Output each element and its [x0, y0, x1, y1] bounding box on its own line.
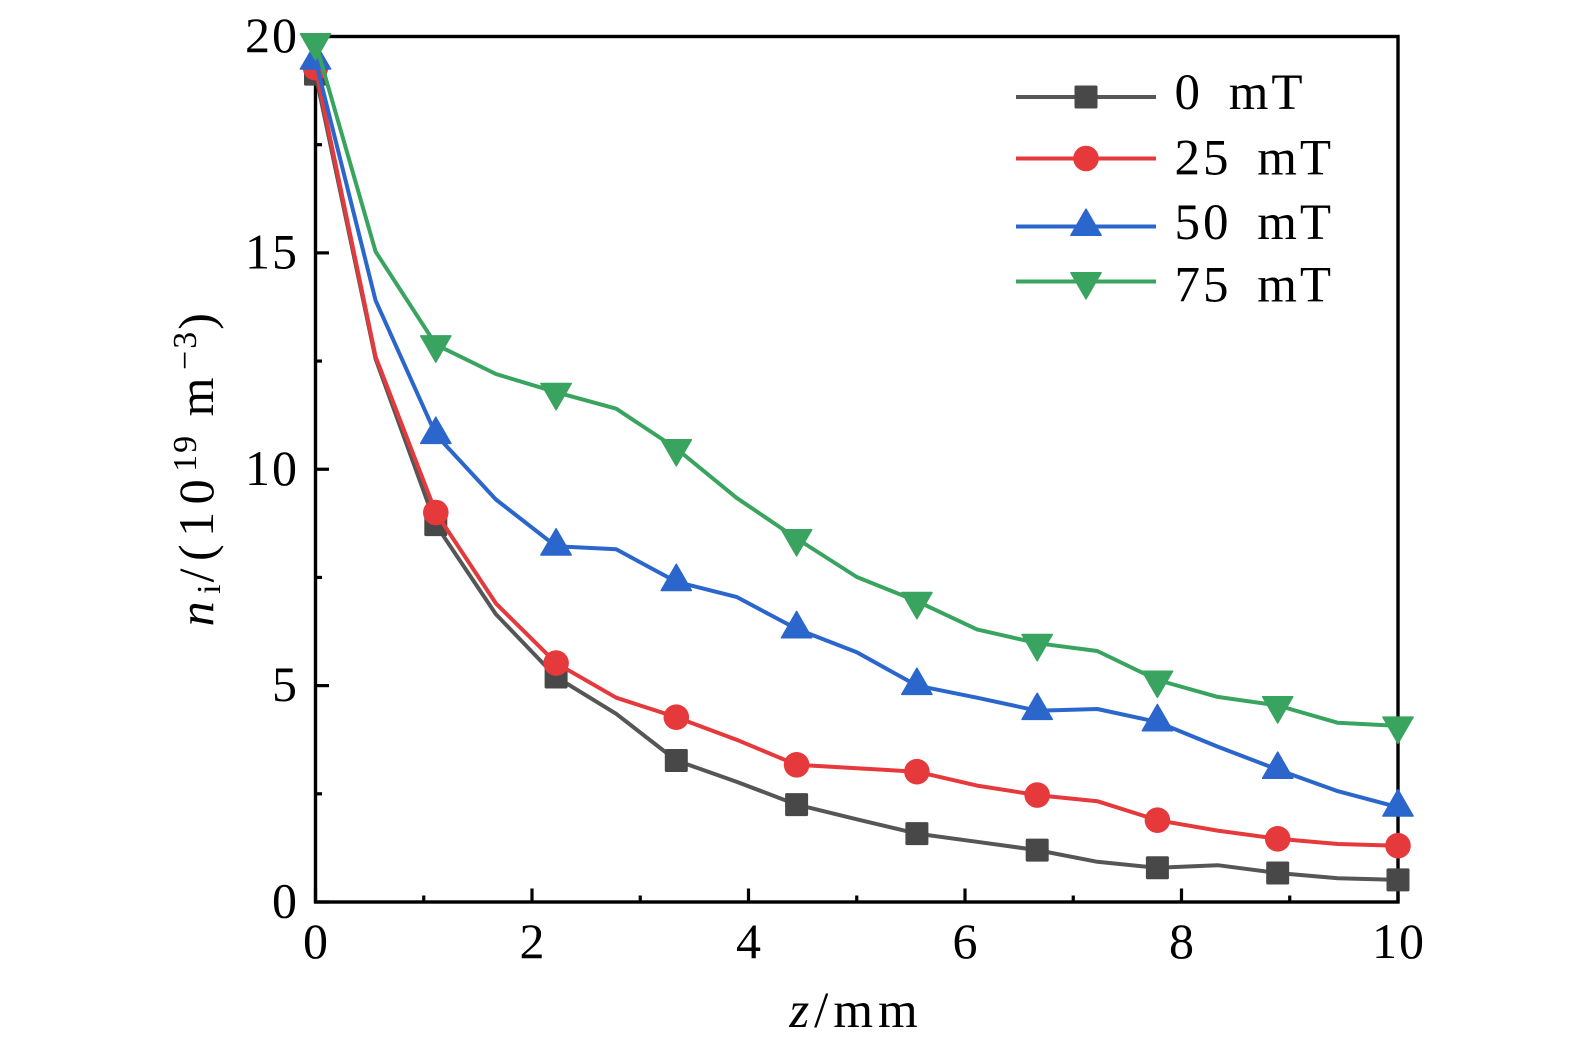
svg-text:0: 0: [272, 873, 299, 929]
svg-text:50 mT: 50 mT: [1175, 195, 1335, 251]
svg-text:8: 8: [1169, 913, 1196, 969]
svg-text:0: 0: [303, 913, 330, 969]
svg-text:4: 4: [736, 913, 763, 969]
svg-text:0 mT: 0 mT: [1175, 65, 1306, 121]
svg-text:6: 6: [953, 913, 980, 969]
svg-text:25 mT: 25 mT: [1175, 131, 1335, 187]
svg-text:10: 10: [245, 440, 299, 496]
svg-text:10: 10: [1372, 913, 1426, 969]
svg-text:75 mT: 75 mT: [1175, 258, 1335, 314]
svg-text:5: 5: [272, 656, 299, 712]
svg-text:20: 20: [245, 7, 299, 63]
svg-text:15: 15: [245, 223, 299, 279]
svg-text:2: 2: [520, 913, 547, 969]
